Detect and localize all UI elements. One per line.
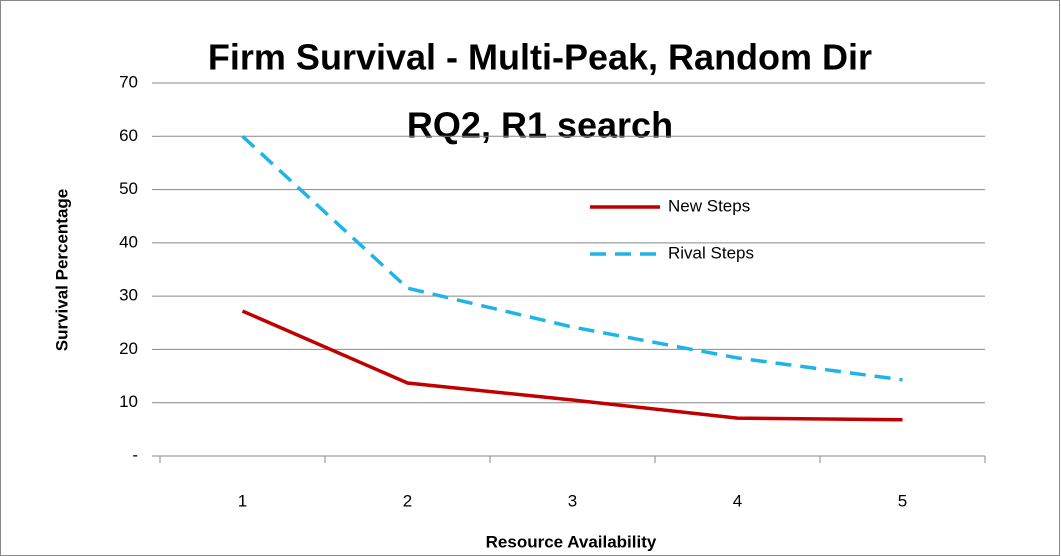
y-tick-label: 50	[119, 179, 138, 198]
y-tick-label: 10	[119, 392, 138, 411]
y-axis-label: Survival Percentage	[52, 189, 71, 352]
y-tick-label: 60	[119, 126, 138, 145]
series-line	[241, 309, 903, 422]
legend-label: Rival Steps	[668, 243, 754, 262]
y-tick-label: 40	[119, 232, 138, 251]
chart-subtitle: RQ2, R1 search	[407, 105, 673, 146]
x-tick-label: 2	[403, 491, 412, 510]
x-tick-label: 5	[898, 491, 907, 510]
y-tick-label: 20	[119, 339, 138, 358]
chart-title: Firm Survival - Multi-Peak, Random Dir	[208, 37, 872, 78]
y-tick-label: -	[132, 445, 138, 464]
x-tick-label: 4	[733, 491, 742, 510]
x-tick-label: 3	[568, 491, 577, 510]
x-axis-label: Resource Availability	[486, 532, 657, 551]
legend-label: New Steps	[668, 196, 750, 215]
x-tick-label: 1	[238, 491, 247, 510]
y-tick-label: 70	[119, 72, 138, 91]
y-tick-label: 30	[119, 286, 138, 305]
